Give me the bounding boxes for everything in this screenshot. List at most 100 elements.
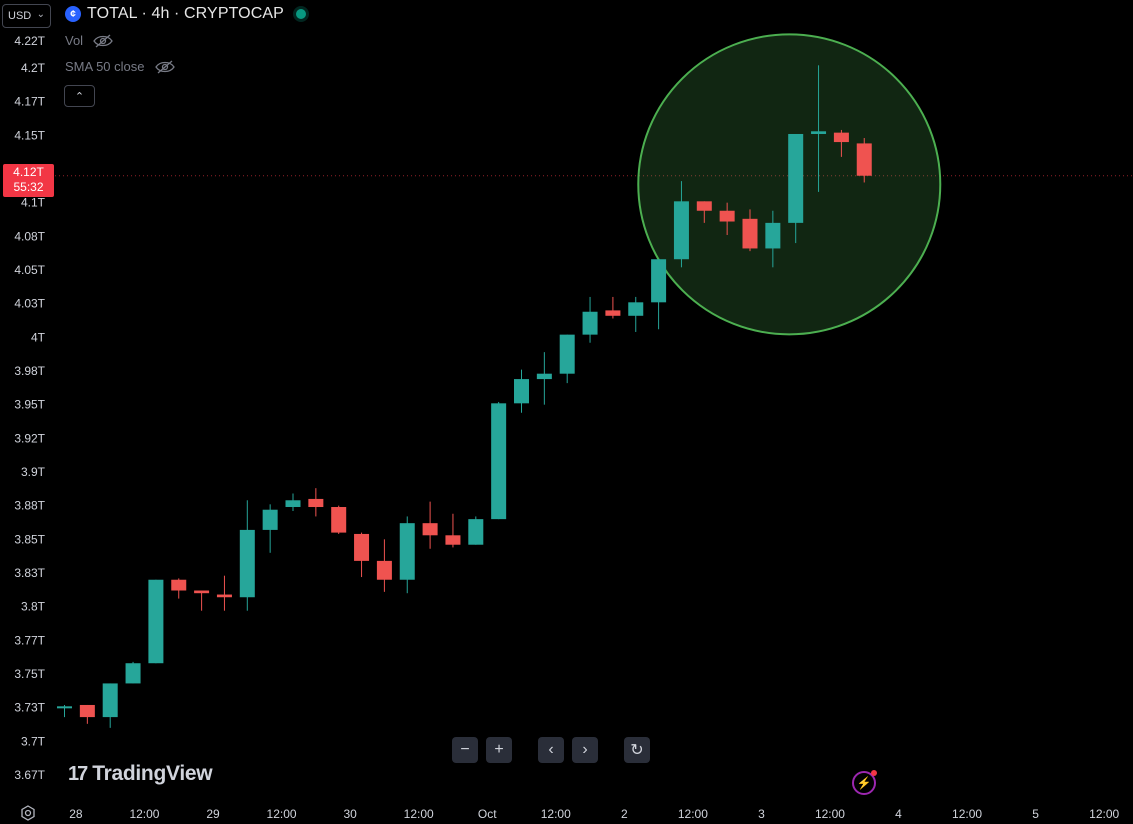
candle[interactable] (605, 296, 621, 319)
y-tick-label: 3.9T (21, 465, 46, 479)
candle-body (102, 683, 118, 718)
candle[interactable] (148, 579, 164, 664)
candle[interactable] (468, 516, 484, 545)
x-tick-label: 12:00 (952, 807, 982, 821)
market-status-icon[interactable] (295, 9, 306, 19)
candle[interactable] (765, 210, 781, 268)
y-tick-label: 3.75T (14, 667, 45, 681)
zoom-out-button[interactable]: − (452, 737, 478, 763)
reset-icon: ↻ (630, 742, 644, 759)
y-tick-label: 4.15T (14, 128, 45, 142)
y-tick-label: 3.85T (14, 532, 45, 546)
x-axis[interactable]: 28 12:00 29 12:00 30 12:00 Oct 12:00 2 12:00 3 12:0… (69, 807, 1119, 821)
candle[interactable] (102, 683, 118, 728)
last-price-value: 4.12T (13, 165, 44, 179)
currency-select[interactable]: USD ⌄ (2, 4, 51, 28)
candle[interactable] (171, 578, 187, 599)
flash-alert-button[interactable]: ⚡ (852, 770, 877, 795)
candle[interactable] (582, 296, 598, 343)
candle[interactable] (239, 500, 255, 611)
chevron-down-icon: ⌄ (36, 9, 45, 20)
candle[interactable] (833, 129, 849, 157)
settings-gear-icon[interactable] (19, 804, 37, 822)
candle[interactable] (628, 296, 644, 332)
candle-body (422, 523, 438, 536)
y-tick-label: 3.8T (21, 600, 46, 614)
x-tick-label: 3 (758, 807, 765, 821)
candle-body (399, 523, 415, 580)
x-tick-label: 2 (621, 807, 628, 821)
candle[interactable] (651, 259, 667, 330)
candle-body (354, 533, 370, 561)
eye-hidden-icon[interactable] (93, 34, 113, 48)
y-tick-label: 4.08T (14, 229, 45, 243)
reset-chart-button[interactable]: ↻ (624, 737, 650, 763)
y-tick-label: 4.03T (14, 297, 45, 311)
scroll-left-button[interactable]: ‹ (538, 737, 564, 763)
candle[interactable] (57, 704, 72, 718)
candle[interactable] (491, 401, 507, 520)
collapse-legend-button[interactable]: ⌃ (64, 85, 95, 107)
candle[interactable] (262, 504, 278, 553)
candle[interactable] (308, 488, 324, 517)
lightning-icon: ⚡ (856, 776, 872, 790)
y-tick-label: 3.7T (21, 734, 46, 748)
y-tick-label: 3.73T (14, 701, 45, 715)
candle[interactable] (536, 352, 552, 405)
candle-body (765, 222, 781, 249)
candle[interactable] (285, 493, 301, 512)
candle[interactable] (811, 65, 827, 192)
candle[interactable] (742, 209, 758, 252)
candle-body (582, 311, 598, 335)
eye-hidden-icon[interactable] (154, 60, 175, 74)
y-tick-label: 3.83T (14, 566, 45, 580)
x-tick-label: 12:00 (129, 807, 159, 821)
y-axis[interactable]: 4.22T 4.2T 4.17T 4.15T 4.1T 4.08T 4.05T 4.03T 4T… (14, 34, 45, 782)
x-tick-label: 5 (1032, 807, 1039, 821)
candle[interactable] (399, 516, 415, 594)
candle[interactable] (719, 202, 735, 235)
candle-body (308, 498, 324, 508)
candle[interactable] (422, 501, 438, 549)
minus-icon: − (460, 741, 470, 758)
candle[interactable] (331, 505, 347, 534)
candle-body (514, 379, 529, 404)
candle-body (673, 201, 689, 260)
candle-body (491, 403, 507, 520)
indicator-label: SMA 50 close (65, 59, 145, 74)
candle[interactable] (216, 575, 232, 611)
zoom-in-button[interactable]: + (486, 737, 512, 763)
candle[interactable] (559, 334, 575, 384)
x-tick-label: 4 (895, 807, 902, 821)
candle-body (148, 579, 164, 664)
chevron-right-icon: › (582, 741, 588, 758)
candle[interactable] (354, 532, 370, 578)
candle-body (239, 529, 255, 598)
candle[interactable] (673, 181, 689, 268)
candle-body (376, 560, 392, 580)
candle[interactable] (856, 138, 872, 183)
x-tick-label: 12:00 (541, 807, 571, 821)
candle[interactable] (376, 539, 392, 592)
indicator-sma[interactable]: SMA 50 close (65, 59, 175, 74)
candle[interactable] (194, 590, 210, 611)
candle[interactable] (788, 133, 804, 244)
symbol-legend[interactable]: ¢ TOTAL · 4h · CRYPTOCAP (65, 5, 306, 23)
candles (57, 65, 872, 728)
candle[interactable] (514, 369, 529, 413)
indicator-label: Vol (65, 33, 84, 48)
scroll-right-button[interactable]: › (572, 737, 598, 763)
bar-countdown: 55:32 (13, 180, 44, 194)
candle[interactable] (125, 661, 141, 684)
indicator-vol[interactable]: Vol (65, 33, 113, 48)
candle-body (605, 310, 621, 316)
candle[interactable] (79, 704, 95, 724)
candle-body (125, 663, 141, 684)
candle[interactable] (696, 201, 712, 223)
y-tick-label: 4.17T (14, 95, 45, 109)
candle[interactable] (445, 513, 461, 548)
x-tick-label: 29 (206, 807, 220, 821)
candle-body (331, 507, 347, 533)
y-tick-label: 4.2T (21, 61, 46, 75)
